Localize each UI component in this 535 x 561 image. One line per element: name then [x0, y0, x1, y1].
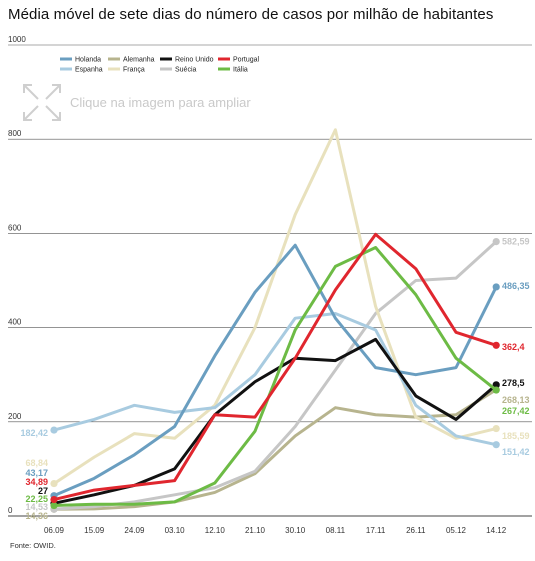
expand-arrows-icon[interactable] [23, 84, 61, 121]
x-tick-label: 26.11 [406, 526, 426, 535]
y-tick-label: 200 [8, 412, 22, 421]
x-tick-label: 08.11 [326, 526, 346, 535]
source-note: Fonte: OWID. [10, 541, 56, 550]
y-tick-label: 0 [8, 506, 13, 515]
grid-layer: 0 200 400 600 800 1000 [8, 35, 532, 517]
series-line [53, 243, 498, 498]
series-start-label: 43,17 [25, 468, 48, 478]
y-tick-label: 400 [8, 318, 22, 327]
series-line [53, 232, 497, 502]
x-tick-label: 03.10 [165, 526, 186, 535]
series-end-label: 185,59 [502, 431, 530, 441]
series-start-label: 34,89 [25, 477, 48, 487]
y-tick-label: 800 [8, 129, 22, 138]
series-line [53, 311, 497, 447]
chart-title: Média móvel de sete dias do número de ca… [8, 6, 494, 23]
series-start-label: 27 [38, 486, 48, 496]
x-tick-label: 30.10 [285, 526, 306, 535]
labels-layer: 43,17 182,42 14,36 68,84 27 14,53 34,89 22,25 48… [20, 237, 529, 521]
series-start-label: 14,53 [25, 502, 48, 512]
series-end-marker [492, 283, 500, 291]
series-end-label: 268,13 [502, 395, 530, 405]
series-layer [50, 128, 500, 513]
series-end-marker [492, 386, 500, 394]
x-tick-label: 14.12 [486, 526, 507, 535]
series-end-marker [492, 424, 500, 433]
series-line [53, 246, 498, 508]
legend-label: Portugal [233, 57, 260, 64]
x-tick-label: 21.10 [245, 526, 266, 535]
series-start-marker [50, 495, 58, 504]
y-tick-label: 1000 [8, 35, 26, 44]
zoom-hint-text[interactable]: Clique na imagem para ampliar [70, 95, 251, 110]
series-end-label: 267,42 [502, 406, 530, 416]
series-end-label: 362,4 [502, 342, 525, 352]
series-end-marker [492, 341, 500, 349]
series-end-label: 486,35 [502, 281, 530, 291]
series-line [53, 337, 498, 505]
series-start-label: 68,84 [25, 458, 48, 468]
y-tick-label: 600 [8, 223, 22, 232]
series-start-label: 14,36 [25, 511, 48, 521]
series-line [53, 240, 498, 511]
legend-label: Itália [233, 67, 248, 74]
legend-label: França [123, 67, 145, 74]
x-tick-label: 05.12 [446, 526, 467, 535]
x-tick-label: 17.11 [366, 526, 386, 535]
legend-label: Espanha [75, 67, 103, 74]
series-end-marker [492, 238, 500, 246]
series-end-label: 582,59 [502, 237, 530, 247]
series-end-label: 151,42 [502, 447, 530, 457]
series-end-marker [492, 441, 500, 449]
x-tick-label: 06.09 [44, 526, 65, 535]
series-start-label: 22,25 [25, 494, 48, 504]
x-axis: 06.09 15.09 24.09 03.10 12.10 21.10 30.10 08.11… [44, 526, 507, 535]
legend-label: Reino Unido [175, 57, 214, 64]
zoom-overlay[interactable]: Clique na imagem para ampliar [23, 84, 251, 121]
series-start-marker [50, 501, 58, 510]
series-start-marker [50, 426, 58, 434]
x-tick-label: 12.10 [205, 526, 226, 535]
series-end-label: 278,5 [502, 378, 525, 388]
series-line [53, 128, 497, 485]
x-tick-label: 24.09 [124, 526, 145, 535]
series-start-marker [50, 479, 58, 488]
legend-label: Holanda [75, 57, 101, 64]
series-line [53, 388, 497, 511]
series-start-label: 182,42 [20, 428, 48, 438]
legend-label: Suécia [175, 67, 197, 74]
legend: Holanda Alemanha Reino Unido Portugal Espanh… [60, 57, 260, 74]
series-end-marker [492, 381, 500, 389]
x-tick-label: 15.09 [84, 526, 105, 535]
legend-label: Alemanha [123, 57, 155, 64]
